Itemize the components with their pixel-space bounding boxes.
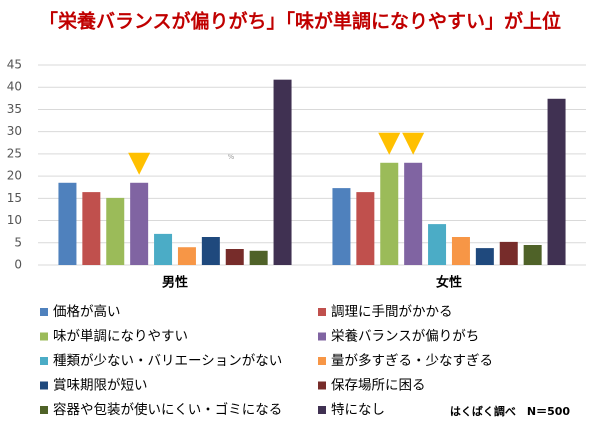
bar [356,192,375,265]
y-tick-label: 20 [7,169,22,183]
legend-label: 賞味期限が短い [53,378,148,394]
y-tick-label: 0 [14,258,22,272]
bar [332,188,351,265]
highlight-arrow [378,132,401,155]
bar [225,249,244,265]
bar [154,233,173,265]
bar [177,247,196,265]
legend-swatch [318,357,326,365]
source-note: はくばく調べ N＝500 [450,404,571,418]
highlight-arrow [128,152,151,175]
legend-label: 価格が高い [53,303,121,320]
y-tick-label: 25 [7,146,22,160]
legend-swatch [40,357,48,365]
bar [523,245,542,265]
x-tick-label: 男性 [162,275,188,291]
bar [475,248,494,265]
bar [380,162,399,265]
y-tick-label: 30 [7,124,22,138]
legend-swatch [40,308,48,316]
legend-label: 保存場所に困る [331,378,426,394]
legend-label: 調理に手間がかかる [331,304,453,320]
y-tick-label: 40 [7,80,22,94]
chart-title: 「栄養バランスが偏りがち」「味が単調になりやすい」が上位 [39,10,561,33]
legend-label: 種類が少ない・バリエーションがない [53,353,282,369]
bar [547,98,566,266]
x-tick-label: 女性 [436,275,462,291]
legend-swatch [318,381,326,390]
bar [201,237,220,265]
bar [82,192,101,265]
y-tick-label: 35 [7,102,22,116]
legend-label: 栄養バランスが偏りがち [331,328,479,345]
legend-label: 量が多すぎる・少なすぎる [331,352,493,369]
bar [106,197,125,265]
legend-swatch [40,406,48,414]
bar [499,241,518,265]
legend-label: 味が単調になりやすい [53,329,188,345]
y-tick-label: 5 [14,235,22,249]
legend-swatch [318,308,326,316]
bar [58,182,77,265]
y-tick-label: 45 [7,58,22,72]
bar [428,224,447,265]
legend-label: 容器や包装が使いにくい・ゴミになる [53,401,282,418]
bar [130,182,149,265]
bar [273,79,292,266]
legend-swatch [318,406,326,414]
bar [249,250,268,265]
legend-swatch [40,381,48,390]
legend-label: 特になし [331,402,385,418]
highlight-arrow [402,132,425,155]
bar [404,162,423,265]
legend-swatch [318,332,326,341]
y-tick-label: 10 [7,213,22,227]
y-tick-label: 15 [7,191,22,205]
unit-label: % [228,153,235,161]
bar [451,237,470,265]
legend-swatch [40,332,48,341]
